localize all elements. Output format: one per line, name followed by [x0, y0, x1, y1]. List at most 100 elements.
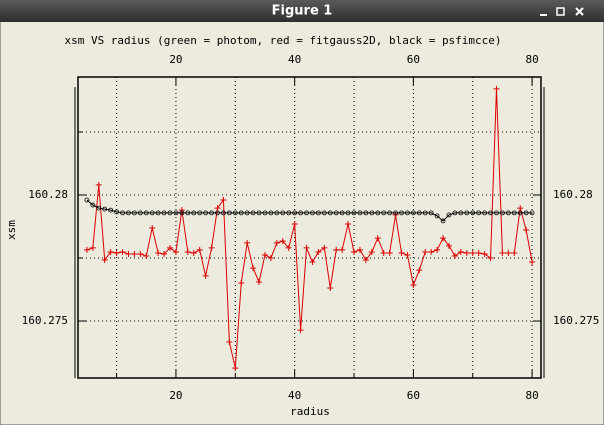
point-marker — [244, 239, 251, 246]
x-tick-label-top: 20 — [169, 53, 182, 66]
point-marker — [511, 249, 518, 256]
point-marker — [244, 210, 250, 216]
point-marker — [375, 210, 381, 216]
point-marker — [356, 246, 363, 253]
point-marker — [476, 210, 482, 216]
point-marker — [505, 249, 512, 256]
point-marker — [155, 210, 161, 216]
point-marker — [149, 225, 156, 232]
point-marker — [279, 238, 286, 245]
x-tick-label-top: 40 — [288, 53, 301, 66]
point-marker — [386, 249, 393, 256]
point-marker — [167, 210, 173, 216]
point-marker — [113, 249, 120, 256]
point-marker — [226, 210, 232, 216]
point-marker — [469, 249, 476, 256]
point-marker — [499, 249, 506, 256]
point-marker — [167, 244, 174, 251]
point-marker — [197, 210, 203, 216]
point-marker — [126, 210, 131, 216]
point-marker — [84, 197, 90, 203]
point-marker — [316, 210, 321, 216]
point-marker — [209, 210, 214, 216]
x-tick-label-top: 60 — [407, 53, 420, 66]
x-tick-label-top: 80 — [525, 53, 538, 66]
point-marker — [451, 252, 458, 259]
point-marker — [488, 210, 493, 216]
point-marker — [131, 210, 137, 216]
point-marker — [220, 197, 227, 204]
point-marker — [410, 281, 417, 288]
point-marker — [89, 244, 96, 251]
point-marker — [155, 249, 162, 256]
point-marker — [114, 209, 119, 215]
point-marker — [482, 210, 488, 216]
point-marker — [368, 248, 375, 255]
point-marker — [221, 210, 226, 216]
point-marker — [125, 250, 132, 257]
point-marker — [90, 202, 96, 208]
point-marker — [143, 252, 150, 259]
point-marker — [434, 213, 440, 219]
point-marker — [357, 210, 363, 216]
point-marker — [505, 210, 511, 216]
point-marker — [500, 210, 505, 216]
point-marker — [292, 210, 298, 216]
point-marker — [202, 272, 209, 279]
point-marker — [529, 210, 535, 216]
point-marker — [440, 218, 446, 224]
point-marker — [339, 210, 345, 216]
point-marker — [517, 210, 523, 216]
point-marker — [304, 210, 309, 216]
point-marker — [256, 278, 263, 285]
point-marker — [399, 210, 404, 216]
point-marker — [274, 210, 280, 216]
point-marker — [362, 257, 369, 264]
point-marker — [321, 210, 327, 216]
point-marker — [487, 255, 494, 262]
point-marker — [380, 249, 387, 256]
point-marker — [226, 338, 233, 345]
point-marker — [428, 210, 434, 216]
point-marker — [410, 210, 416, 216]
close-button[interactable] — [575, 7, 584, 16]
point-marker — [393, 210, 398, 216]
point-marker — [137, 210, 143, 216]
point-marker — [273, 239, 280, 246]
point-marker — [173, 210, 179, 216]
point-marker — [250, 210, 256, 216]
x-tick-label: 20 — [169, 389, 182, 402]
point-marker — [463, 249, 470, 256]
point-marker — [262, 210, 268, 216]
point-marker — [208, 244, 215, 251]
point-marker — [196, 246, 203, 253]
point-marker — [363, 210, 369, 216]
point-marker — [339, 246, 346, 253]
point-marker — [161, 210, 167, 216]
point-marker — [185, 210, 191, 216]
point-marker — [523, 210, 529, 216]
point-marker — [95, 181, 102, 188]
point-marker — [434, 246, 441, 253]
point-marker — [297, 327, 304, 334]
point-marker — [131, 250, 138, 257]
point-marker — [303, 244, 310, 251]
point-marker — [310, 210, 315, 216]
point-marker — [428, 248, 435, 255]
point-marker — [494, 210, 499, 216]
point-marker — [416, 210, 422, 216]
point-marker — [511, 210, 517, 216]
point-marker — [120, 210, 125, 216]
chart-title: xsm VS radius (green = photom, red = fit… — [64, 34, 501, 47]
x-tick-label: 60 — [407, 389, 420, 402]
point-marker — [96, 205, 102, 211]
y-tick-label-right: 160.28 — [553, 188, 593, 201]
point-marker — [475, 249, 482, 256]
maximize-button[interactable] — [556, 7, 565, 16]
point-marker — [333, 246, 340, 253]
y-tick-label: 160.275 — [22, 314, 68, 327]
y-tick-label-right: 160.275 — [553, 314, 599, 327]
point-marker — [119, 248, 126, 255]
point-marker — [321, 244, 328, 251]
